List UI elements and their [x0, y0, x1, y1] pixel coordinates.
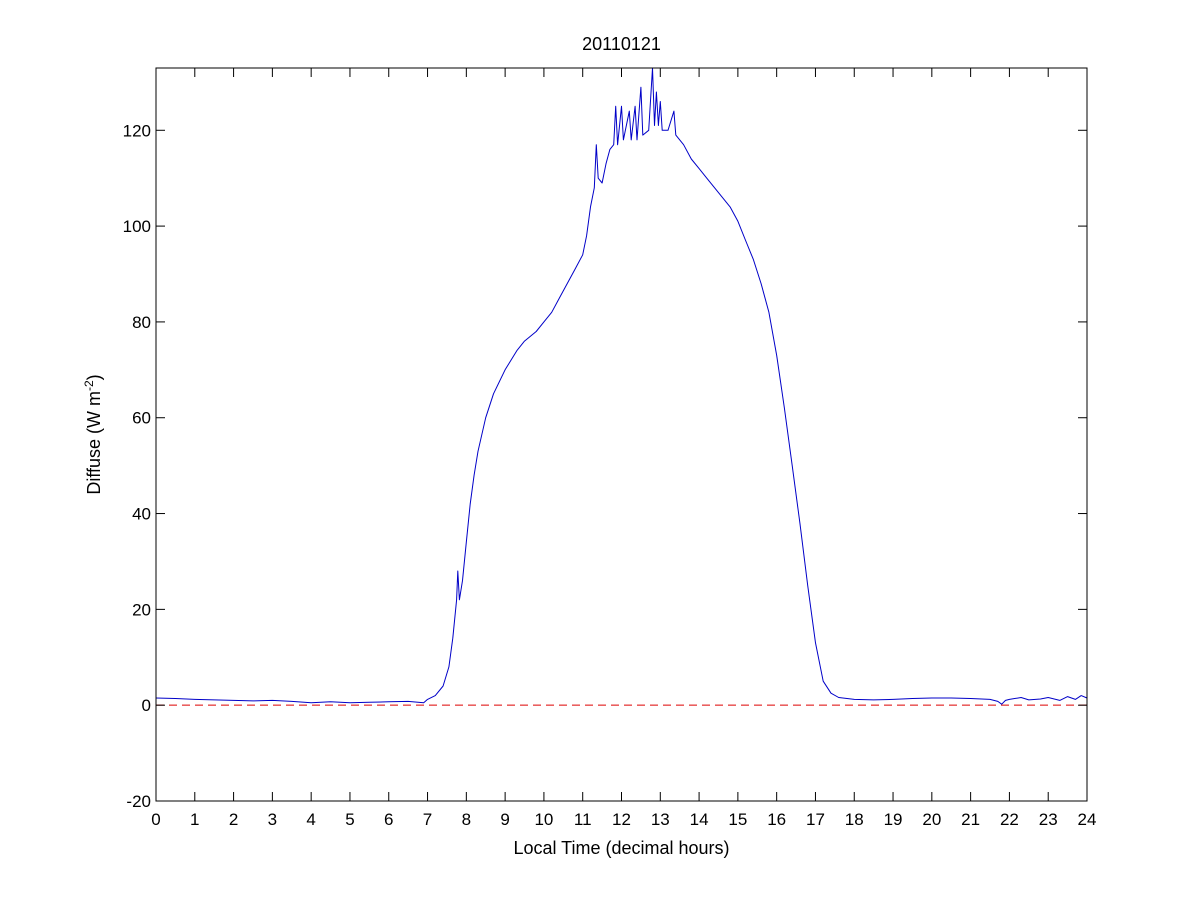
- x-tick-label: 17: [806, 810, 825, 829]
- y-tick-label: 0: [142, 696, 151, 715]
- y-tick-label: 100: [123, 217, 151, 236]
- x-tick-label: 18: [845, 810, 864, 829]
- y-tick-label: 40: [132, 505, 151, 524]
- y-axis-label-close: ): [84, 374, 104, 380]
- diffuse-series-line: [155, 67, 1088, 705]
- y-tick-label: 80: [132, 313, 151, 332]
- y-tick-label: 120: [123, 121, 151, 140]
- x-tick-label: 14: [690, 810, 709, 829]
- x-tick-label: 8: [462, 810, 471, 829]
- x-tick-label: 21: [961, 810, 980, 829]
- x-tick-label: 2: [229, 810, 238, 829]
- x-tick-label: 9: [500, 810, 509, 829]
- plot-area: [155, 67, 1088, 706]
- x-tick-label: 7: [423, 810, 432, 829]
- x-tick-label: 16: [767, 810, 786, 829]
- x-tick-label: 5: [345, 810, 354, 829]
- y-tick-label: -20: [126, 792, 151, 811]
- x-tick-label: 15: [728, 810, 747, 829]
- x-tick-label: 11: [574, 810, 592, 829]
- x-tick-label: 3: [268, 810, 277, 829]
- y-tick-label: 20: [132, 600, 151, 619]
- axes-frame: [155, 67, 1088, 802]
- x-tick-label: 0: [151, 810, 160, 829]
- chart-title: 20110121: [582, 34, 661, 54]
- x-tick-label: 12: [612, 810, 631, 829]
- x-tick-label: 22: [1000, 810, 1019, 829]
- y-axis-label-main: Diffuse (W m: [84, 391, 104, 495]
- y-axis-label-superscript: -2: [82, 380, 96, 391]
- x-tick-label: 24: [1078, 810, 1097, 829]
- axis-ticks: 0 1 2 3 4 5 6 7 8 9 10 11 12 13 14 15 16 17 18 19 20 21 22 23 24…: [123, 68, 1097, 829]
- x-tick-label: 6: [384, 810, 393, 829]
- x-tick-label: 19: [884, 810, 903, 829]
- x-axis-label: Local Time (decimal hours): [513, 838, 729, 858]
- x-tick-label: 23: [1039, 810, 1058, 829]
- y-tick-label: 60: [132, 409, 151, 428]
- y-axis-label: Diffuse (W m-2): [82, 374, 104, 494]
- x-tick-label: 13: [651, 810, 670, 829]
- x-tick-label: 20: [922, 810, 941, 829]
- x-tick-label: 10: [534, 810, 553, 829]
- x-tick-label: 1: [190, 810, 199, 829]
- x-tick-label: 4: [306, 810, 315, 829]
